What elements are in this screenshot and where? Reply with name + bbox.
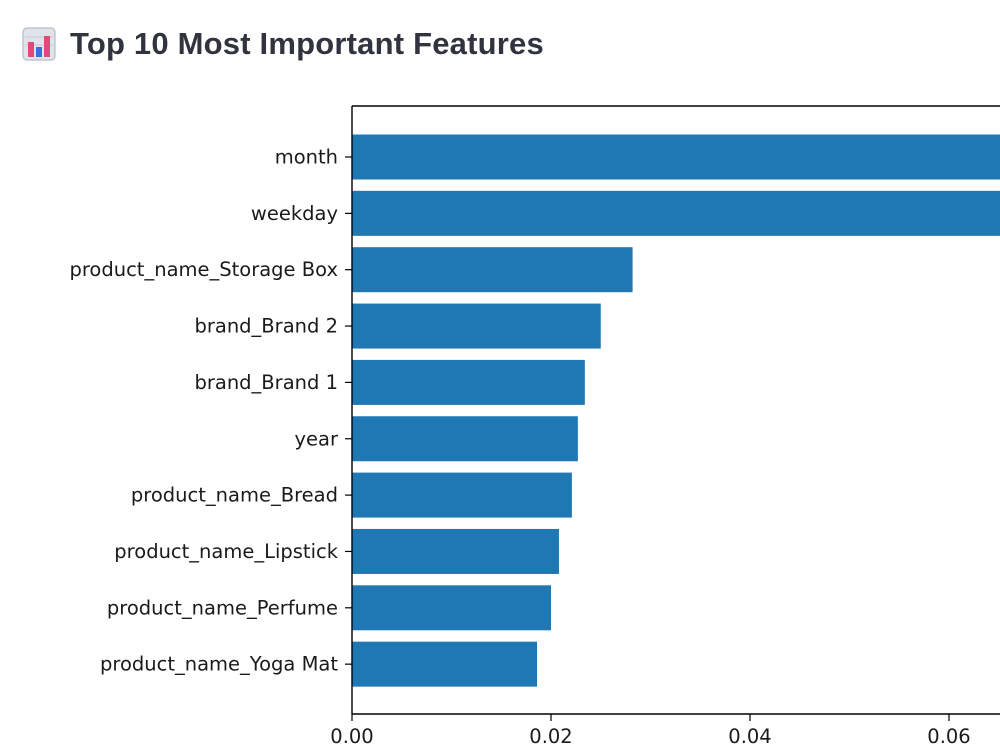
- bar: [352, 359, 585, 405]
- bar: [352, 303, 601, 349]
- chart-header: Top 10 Most Important Features: [22, 26, 544, 62]
- bar: [352, 134, 1000, 180]
- x-tick-label: 0.00: [330, 725, 373, 748]
- x-tick-label: 0.02: [529, 725, 572, 748]
- bar-chart-icon: [22, 27, 56, 61]
- bar: [352, 585, 551, 631]
- y-tick-label: brand_Brand 2: [194, 315, 338, 338]
- y-tick-label: product_name_Yoga Mat: [100, 653, 338, 676]
- bar: [352, 528, 559, 574]
- bar: [352, 247, 633, 293]
- x-tick-label: 0.06: [927, 725, 970, 748]
- y-tick-label: weekday: [251, 202, 338, 225]
- y-tick-label: product_name_Perfume: [107, 596, 338, 619]
- x-tick-label: 0.04: [728, 725, 771, 748]
- y-tick-label: month: [275, 146, 338, 169]
- y-tick-label: product_name_Lipstick: [114, 540, 338, 563]
- bar: [352, 416, 578, 462]
- bar: [352, 472, 572, 518]
- y-tick-label: brand_Brand 1: [194, 371, 338, 394]
- page-title: Top 10 Most Important Features: [70, 26, 544, 61]
- bar: [352, 190, 1000, 236]
- y-tick-label: product_name_Bread: [131, 484, 338, 507]
- y-tick-label: product_name_Storage Box: [69, 258, 338, 281]
- y-tick-label: year: [294, 427, 338, 450]
- bar: [352, 641, 538, 687]
